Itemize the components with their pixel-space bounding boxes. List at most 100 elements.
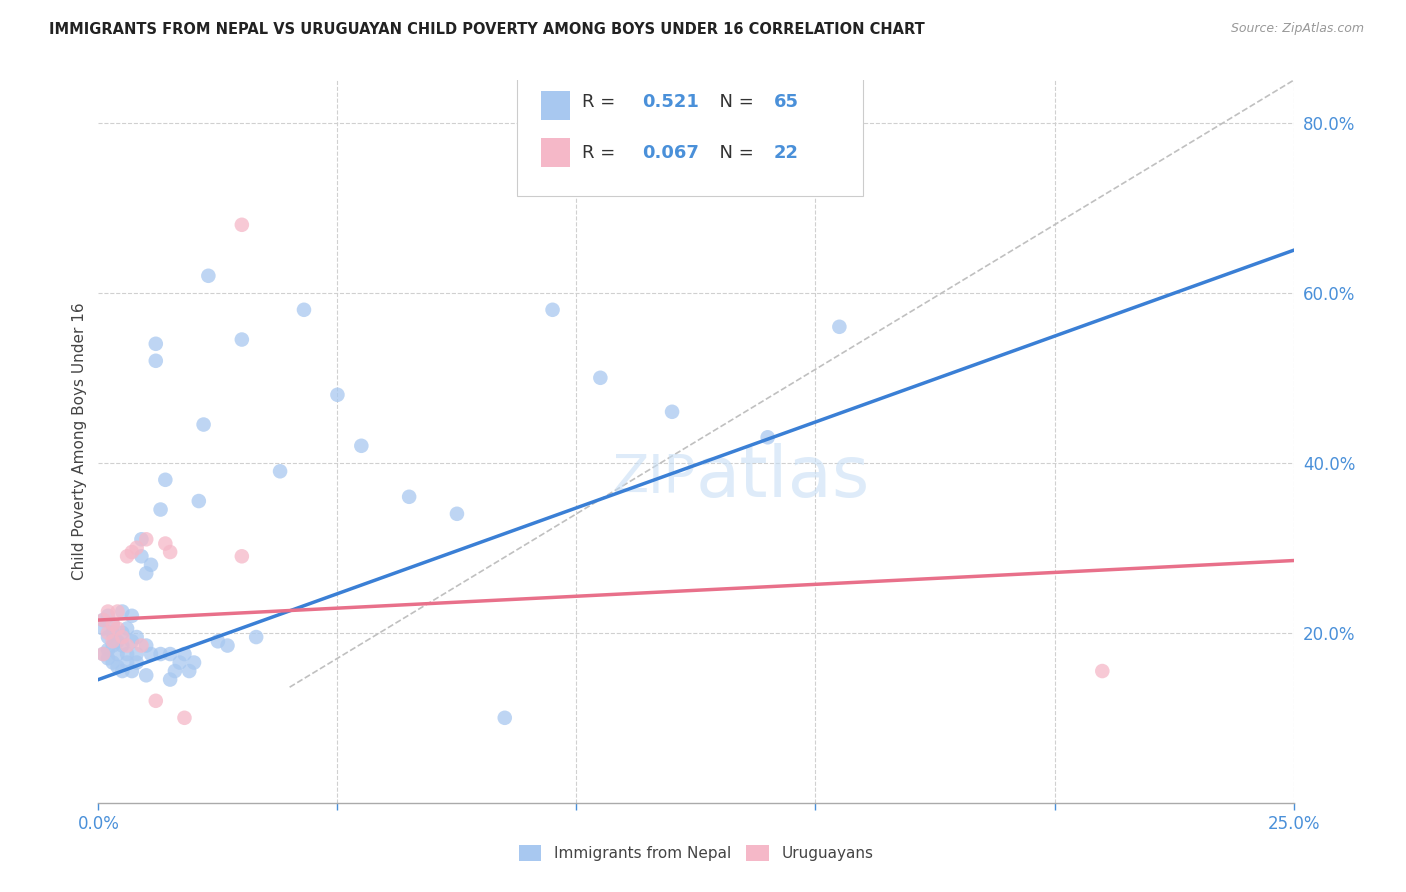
Point bbox=[111, 605, 134, 619]
Legend: Immigrants from Nepal, Uruguayans: Immigrants from Nepal, Uruguayans bbox=[512, 839, 880, 867]
Point bbox=[115, 656, 138, 670]
Point bbox=[231, 218, 253, 232]
Text: 22: 22 bbox=[773, 144, 799, 161]
Point bbox=[97, 608, 120, 623]
Point bbox=[107, 647, 129, 661]
Point bbox=[91, 613, 114, 627]
Point bbox=[217, 639, 239, 653]
Point bbox=[91, 622, 114, 636]
FancyBboxPatch shape bbox=[517, 77, 863, 196]
Point bbox=[121, 545, 143, 559]
Text: R =: R = bbox=[582, 144, 621, 161]
Point bbox=[149, 502, 172, 516]
Point bbox=[163, 664, 186, 678]
Point bbox=[107, 622, 129, 636]
Point bbox=[149, 647, 172, 661]
Point bbox=[101, 639, 124, 653]
Text: N =: N = bbox=[709, 93, 759, 111]
Point bbox=[159, 545, 181, 559]
Point bbox=[131, 533, 153, 547]
Point bbox=[446, 507, 468, 521]
Point bbox=[115, 622, 138, 636]
Text: 65: 65 bbox=[773, 93, 799, 111]
Y-axis label: Child Poverty Among Boys Under 16: Child Poverty Among Boys Under 16 bbox=[72, 302, 87, 581]
Point bbox=[91, 613, 114, 627]
Point bbox=[107, 634, 129, 648]
Point bbox=[197, 268, 219, 283]
Point bbox=[101, 617, 124, 632]
Point bbox=[231, 549, 253, 564]
Point bbox=[111, 630, 134, 644]
Text: IMMIGRANTS FROM NEPAL VS URUGUAYAN CHILD POVERTY AMONG BOYS UNDER 16 CORRELATION: IMMIGRANTS FROM NEPAL VS URUGUAYAN CHILD… bbox=[49, 22, 925, 37]
Point bbox=[111, 625, 134, 640]
Point bbox=[145, 336, 167, 351]
Point bbox=[159, 647, 181, 661]
Point bbox=[159, 673, 181, 687]
Point bbox=[115, 647, 138, 661]
Point bbox=[245, 630, 267, 644]
Point bbox=[231, 333, 253, 347]
Point bbox=[101, 656, 124, 670]
Point bbox=[326, 388, 349, 402]
Text: atlas: atlas bbox=[696, 443, 870, 512]
Point bbox=[121, 608, 143, 623]
Text: 0.067: 0.067 bbox=[643, 144, 699, 161]
Point bbox=[125, 630, 148, 644]
Point bbox=[101, 634, 124, 648]
Point bbox=[139, 647, 162, 661]
Point bbox=[179, 664, 201, 678]
Point bbox=[125, 656, 148, 670]
Point bbox=[187, 494, 209, 508]
Point bbox=[131, 639, 153, 653]
Point bbox=[155, 536, 177, 550]
Point bbox=[125, 647, 148, 661]
Text: N =: N = bbox=[709, 144, 759, 161]
Point bbox=[101, 625, 124, 640]
Point bbox=[135, 533, 157, 547]
Point bbox=[173, 647, 195, 661]
Point bbox=[97, 630, 120, 644]
Point bbox=[292, 302, 315, 317]
Point bbox=[1091, 664, 1114, 678]
Point bbox=[97, 625, 120, 640]
Point bbox=[139, 558, 162, 572]
Text: Source: ZipAtlas.com: Source: ZipAtlas.com bbox=[1230, 22, 1364, 36]
Point bbox=[145, 694, 167, 708]
Point bbox=[115, 549, 138, 564]
Point bbox=[398, 490, 420, 504]
Point bbox=[115, 639, 138, 653]
Point bbox=[131, 549, 153, 564]
Point bbox=[135, 639, 157, 653]
Point bbox=[541, 302, 564, 317]
Point bbox=[350, 439, 373, 453]
Point bbox=[97, 605, 120, 619]
Point bbox=[828, 319, 851, 334]
Point bbox=[145, 353, 167, 368]
Point bbox=[107, 605, 129, 619]
Point bbox=[494, 711, 516, 725]
Text: R =: R = bbox=[582, 93, 621, 111]
Text: ZIP: ZIP bbox=[613, 451, 696, 504]
Point bbox=[661, 405, 683, 419]
Point bbox=[173, 711, 195, 725]
Point bbox=[97, 651, 120, 665]
Text: 0.521: 0.521 bbox=[643, 93, 699, 111]
Point bbox=[97, 642, 120, 657]
Point bbox=[193, 417, 215, 432]
FancyBboxPatch shape bbox=[541, 138, 571, 167]
Point bbox=[135, 566, 157, 581]
Point bbox=[207, 634, 229, 648]
Point bbox=[101, 617, 124, 632]
FancyBboxPatch shape bbox=[541, 91, 571, 120]
Point bbox=[91, 647, 114, 661]
Point bbox=[269, 464, 291, 478]
Point bbox=[111, 639, 134, 653]
Point bbox=[183, 656, 205, 670]
Point bbox=[155, 473, 177, 487]
Point bbox=[107, 660, 129, 674]
Point bbox=[91, 647, 114, 661]
Point bbox=[756, 430, 779, 444]
Point bbox=[121, 664, 143, 678]
Point bbox=[169, 656, 191, 670]
Point bbox=[589, 371, 612, 385]
